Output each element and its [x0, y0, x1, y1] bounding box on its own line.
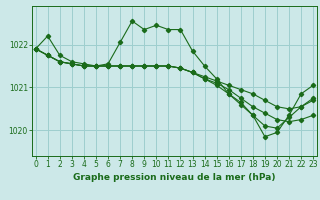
- X-axis label: Graphe pression niveau de la mer (hPa): Graphe pression niveau de la mer (hPa): [73, 173, 276, 182]
